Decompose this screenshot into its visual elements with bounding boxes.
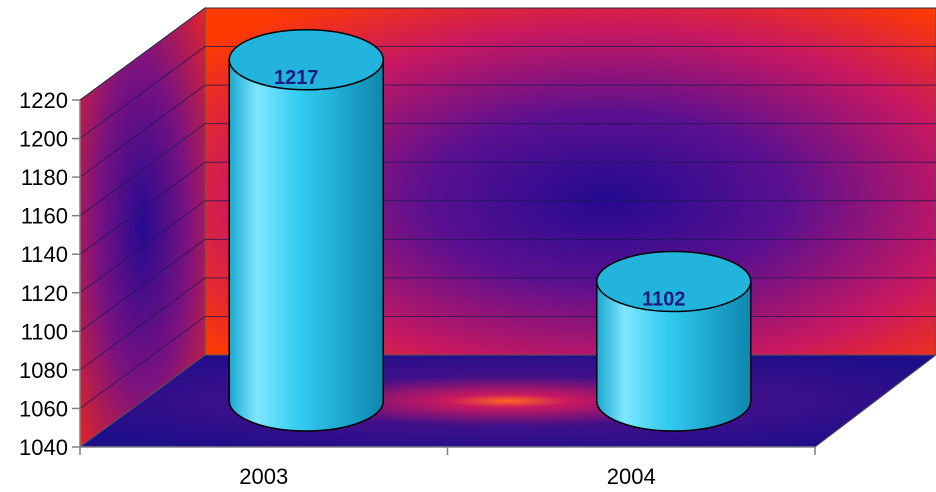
bars: 1217 1102 <box>228 29 752 432</box>
x-category-label: 2003 <box>239 464 288 489</box>
x-category-label: 2004 <box>607 464 656 489</box>
bar-cylinder-body <box>228 59 384 432</box>
y-tick-label: 1160 <box>21 204 68 229</box>
bar-2003: 1217 <box>228 29 384 432</box>
gridline <box>79 161 936 255</box>
bar-cylinder-top <box>228 29 384 91</box>
y-axis: 1040 1060 1080 1100 1120 1140 1160 1180 1200 1220 <box>19 88 81 460</box>
gridline <box>79 123 936 217</box>
gridline <box>79 84 936 178</box>
y-tick-label: 1200 <box>19 127 68 152</box>
floor <box>78 354 936 448</box>
gridline <box>79 7 936 101</box>
bar-data-label: 1102 <box>642 288 685 310</box>
bar-data-label: 1217 <box>274 67 319 89</box>
gridline <box>79 46 936 139</box>
y-tick-label: 1060 <box>19 396 68 421</box>
y-tick-label: 1080 <box>19 358 68 383</box>
y-tick-label: 1040 <box>19 435 68 460</box>
y-tick-label: 1220 <box>19 88 68 113</box>
bar-cylinder-top <box>596 250 752 313</box>
y-tick-label: 1120 <box>21 281 68 306</box>
y-tick-label: 1140 <box>21 242 68 267</box>
gridline <box>79 238 936 332</box>
x-axis: 2003 2004 <box>79 446 816 489</box>
y-tick-label: 1180 <box>21 165 68 190</box>
y-tick-label: 1100 <box>21 319 68 344</box>
bar-2004: 1102 <box>596 250 752 432</box>
bar-cylinder-body <box>596 280 752 432</box>
gridline <box>79 200 936 294</box>
